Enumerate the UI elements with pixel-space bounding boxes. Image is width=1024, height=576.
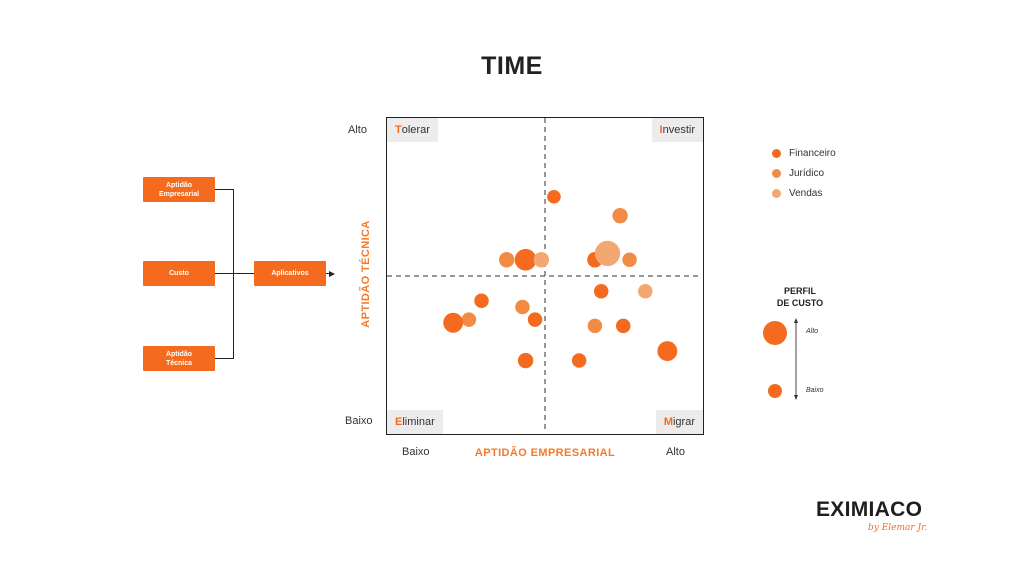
x-axis-title: APTIDÃO EMPRESARIAL: [474, 447, 616, 459]
quadrant-initial: M: [663, 416, 673, 428]
scatter-point-17: [616, 318, 631, 334]
scatter-point-20: [657, 341, 678, 362]
scatter-plot: [387, 118, 702, 433]
flow-box-aplicativos: Aplicativos: [254, 261, 326, 286]
scatter-point-4: [514, 248, 537, 271]
cost-profile-title-line2: DE CUSTO: [776, 298, 824, 308]
legend-item-vendas: Vendas: [772, 188, 822, 199]
flow-box-aptidao-empresarial: Aptidão Empresarial: [143, 177, 215, 202]
legend-dot-icon: [772, 149, 781, 158]
arrow-head-icon: [329, 271, 335, 277]
scatter-point-15: [443, 312, 464, 333]
connector-top: [215, 189, 234, 191]
quadrant-initial: T: [395, 124, 402, 136]
scatter-point-7: [594, 240, 621, 267]
flow-box-label: Custo: [169, 270, 189, 277]
legend-label: Financeiro: [789, 148, 836, 159]
flow-box-label: Aplicativos: [271, 270, 309, 277]
brand-tagline: by Elemar Jr.: [868, 523, 928, 533]
connector-output: [326, 273, 330, 275]
scatter-point-1: [547, 189, 561, 204]
scatter-point-13: [461, 312, 477, 327]
scatter-point-9: [593, 284, 609, 299]
cost-scale-high: Alto: [806, 328, 819, 335]
quadrant-tolerar: Tolerar: [387, 118, 438, 142]
flow-box-custo: Custo: [143, 261, 215, 286]
cost-scale-low: Baixo: [806, 387, 824, 394]
quadrant-text: olerar: [401, 124, 430, 136]
x-axis-high: Alto: [666, 446, 685, 458]
y-axis-title: APTIDÃO TÉCNICA: [360, 220, 372, 328]
cost-scale-arrow-icon: [794, 318, 798, 400]
scatter-point-2: [612, 207, 628, 224]
small-cost-dot-icon: [768, 384, 782, 398]
flow-box-label: Aptidão Técnica: [165, 350, 193, 367]
flow-box-label: Aptidão Empresarial: [158, 181, 200, 198]
cost-profile-title: PERFIL DE CUSTO: [750, 285, 850, 309]
y-axis-low: Baixo: [345, 415, 373, 427]
quadrant-investir: Investir: [651, 118, 703, 142]
legend-dot-icon: [772, 169, 781, 178]
connector-bottom: [215, 358, 234, 360]
scatter-point-5: [533, 252, 550, 268]
flow-box-aptidao-tecnica: Aptidão Técnica: [143, 346, 215, 371]
scatter-point-14: [527, 312, 543, 327]
quadrant-initial: E: [395, 416, 403, 428]
quadrant-migrar: Migrar: [655, 410, 703, 434]
quadrant-text: liminar: [402, 416, 435, 428]
brand-logo: EXIMIACO: [816, 498, 923, 521]
large-cost-dot-icon: [763, 321, 787, 345]
legend-dot-icon: [772, 189, 781, 198]
scatter-point-12: [515, 299, 530, 315]
legend-label: Jurídico: [789, 168, 825, 179]
time-matrix: Tolerar Investir Eliminar Migrar: [386, 117, 704, 435]
y-axis-high: Alto: [348, 124, 367, 136]
x-axis-low: Baixo: [402, 446, 430, 458]
cost-profile-title-line1: PERFIL: [783, 286, 816, 296]
legend-item-financeiro: Financeiro: [772, 148, 836, 159]
legend-item-juridico: Jurídico: [772, 168, 824, 179]
scatter-point-19: [571, 353, 587, 368]
quadrant-eliminar: Eliminar: [387, 410, 443, 434]
scatter-point-11: [474, 293, 489, 308]
scatter-point-10: [638, 284, 653, 299]
scatter-point-18: [517, 352, 534, 369]
scatter-point-3: [499, 252, 515, 268]
quadrant-initial: I: [659, 124, 663, 136]
legend-label: Vendas: [789, 188, 823, 199]
quadrant-text: nvestir: [662, 124, 695, 136]
scatter-point-8: [622, 252, 637, 267]
scatter-point-16: [587, 318, 603, 334]
page-title: TIME: [481, 52, 543, 80]
connector-middle: [215, 273, 254, 275]
quadrant-text: igrar: [672, 416, 695, 428]
